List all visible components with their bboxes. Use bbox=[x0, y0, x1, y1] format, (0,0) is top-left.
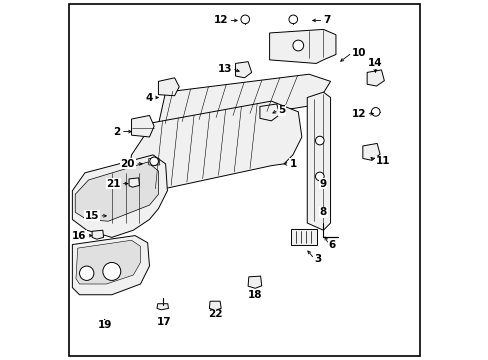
Polygon shape bbox=[247, 276, 261, 288]
Text: 8: 8 bbox=[319, 207, 326, 217]
Circle shape bbox=[80, 266, 94, 280]
FancyBboxPatch shape bbox=[290, 229, 316, 244]
Circle shape bbox=[149, 157, 158, 166]
Circle shape bbox=[292, 40, 303, 51]
Polygon shape bbox=[72, 235, 149, 295]
Polygon shape bbox=[129, 178, 139, 187]
Polygon shape bbox=[158, 78, 179, 96]
Polygon shape bbox=[131, 116, 154, 137]
Polygon shape bbox=[92, 230, 103, 239]
Polygon shape bbox=[75, 162, 158, 221]
Polygon shape bbox=[260, 104, 279, 121]
Text: 20: 20 bbox=[121, 159, 135, 169]
Circle shape bbox=[241, 15, 249, 24]
Text: 21: 21 bbox=[106, 179, 121, 189]
Text: 17: 17 bbox=[156, 317, 171, 327]
Text: 16: 16 bbox=[72, 231, 86, 240]
Polygon shape bbox=[148, 158, 160, 165]
Circle shape bbox=[102, 262, 121, 280]
Text: 6: 6 bbox=[328, 239, 335, 249]
Circle shape bbox=[288, 15, 297, 24]
Text: 22: 22 bbox=[208, 310, 223, 319]
Polygon shape bbox=[362, 143, 379, 160]
Text: 11: 11 bbox=[375, 156, 389, 166]
Polygon shape bbox=[209, 301, 221, 310]
Polygon shape bbox=[76, 240, 140, 284]
Text: 4: 4 bbox=[145, 93, 153, 103]
Polygon shape bbox=[235, 62, 251, 78]
Text: 18: 18 bbox=[247, 290, 262, 300]
Polygon shape bbox=[366, 70, 384, 86]
Circle shape bbox=[371, 108, 379, 116]
Text: 12: 12 bbox=[351, 109, 366, 119]
Text: 7: 7 bbox=[323, 15, 330, 26]
Polygon shape bbox=[72, 155, 167, 237]
Text: 2: 2 bbox=[113, 127, 121, 136]
Text: 12: 12 bbox=[213, 15, 228, 26]
Text: 9: 9 bbox=[319, 179, 326, 189]
Text: 10: 10 bbox=[351, 48, 366, 58]
Text: 15: 15 bbox=[84, 211, 99, 221]
Polygon shape bbox=[157, 304, 168, 310]
Text: 13: 13 bbox=[217, 64, 231, 74]
Text: 1: 1 bbox=[289, 159, 296, 169]
Polygon shape bbox=[158, 74, 330, 125]
Polygon shape bbox=[306, 92, 330, 230]
Polygon shape bbox=[128, 101, 301, 191]
Circle shape bbox=[315, 136, 324, 145]
Text: 14: 14 bbox=[367, 58, 382, 68]
Text: 5: 5 bbox=[278, 105, 285, 115]
Polygon shape bbox=[269, 30, 335, 63]
Text: 19: 19 bbox=[97, 320, 112, 330]
Circle shape bbox=[315, 172, 324, 181]
Text: 3: 3 bbox=[314, 254, 321, 264]
